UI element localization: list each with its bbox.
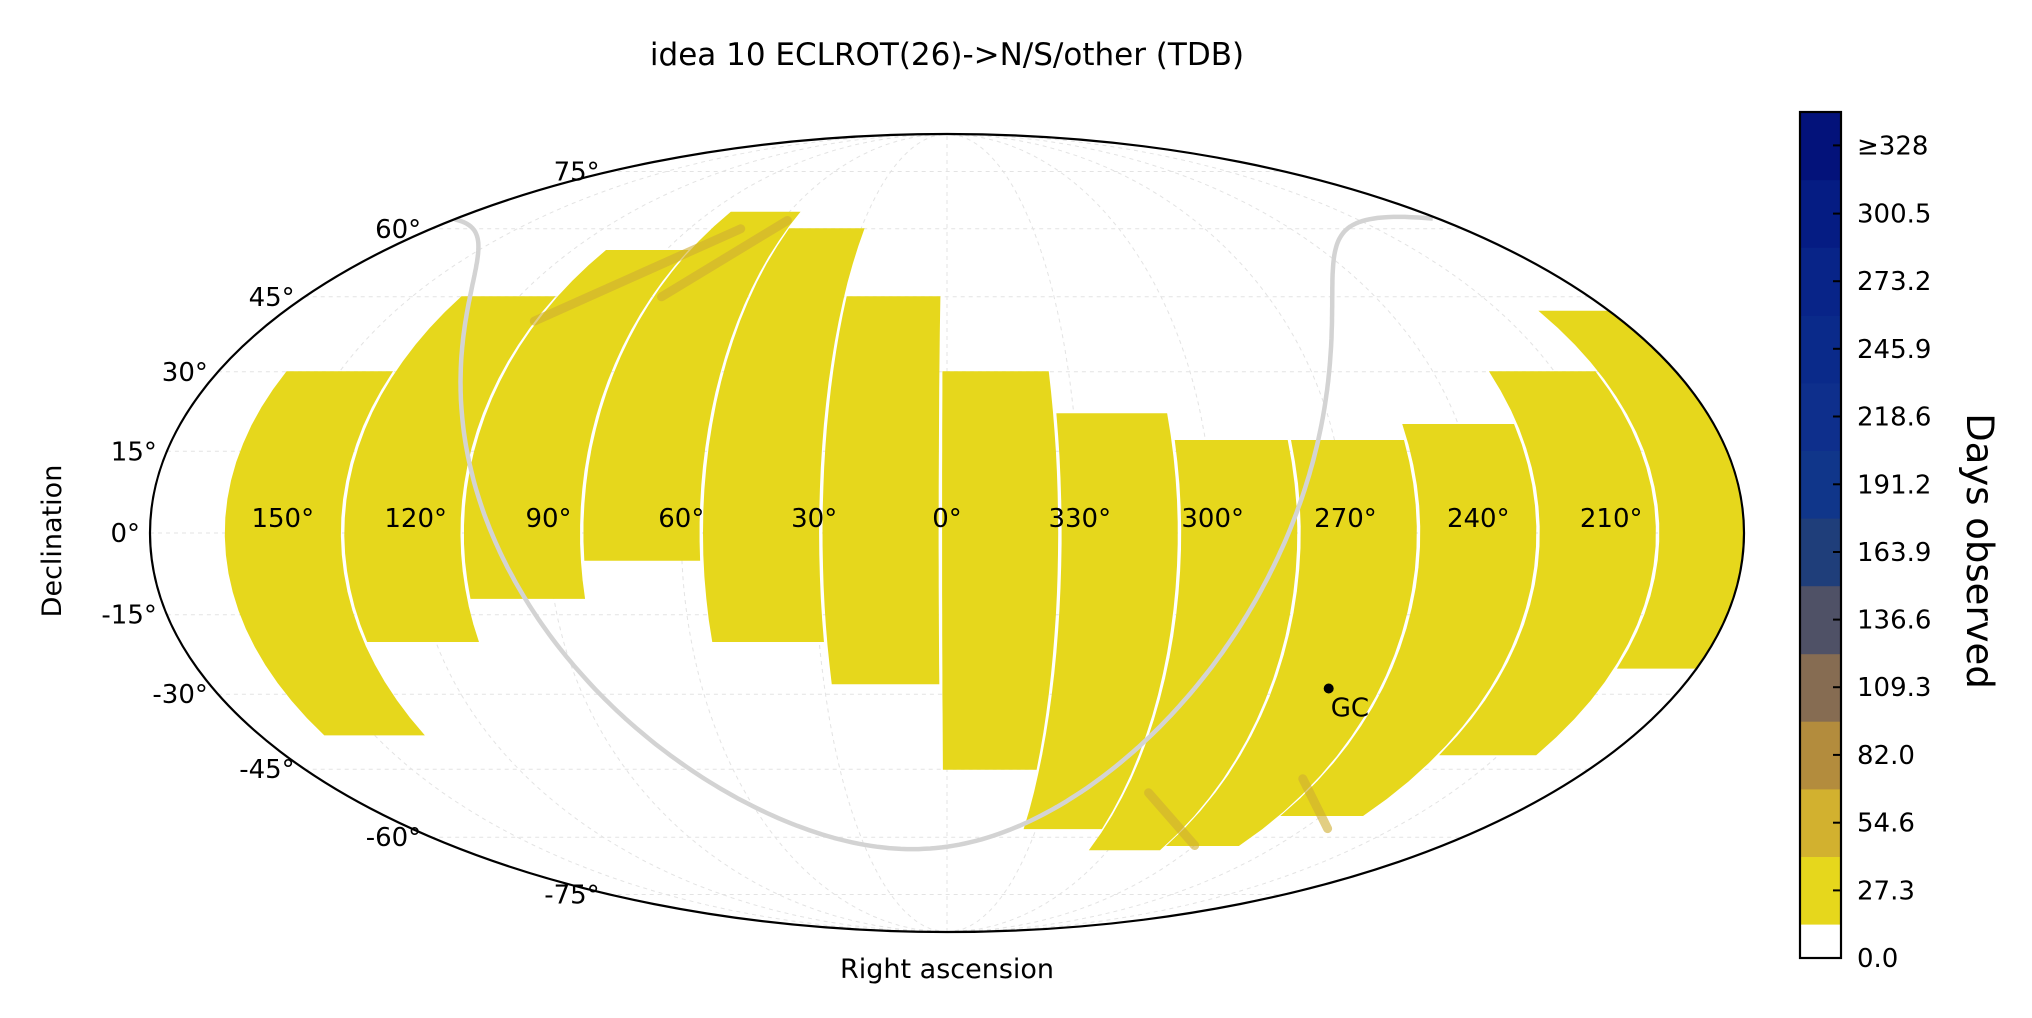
colorbar-tick-label: 0.0 xyxy=(1857,944,1898,974)
map-boundary xyxy=(148,132,1746,934)
ra-tick-label: 330° xyxy=(1048,504,1111,534)
coverage-strip xyxy=(224,371,425,736)
dec-tick-label: 30° xyxy=(162,358,208,388)
colorbar-tick-label: 54.6 xyxy=(1857,809,1915,839)
coverage-overlap-band xyxy=(529,224,746,326)
colorbar-tick-label: 136.6 xyxy=(1857,606,1931,636)
coverage-strip xyxy=(822,296,941,685)
ra-tick-label: 210° xyxy=(1580,504,1643,534)
ra-tick-label: 240° xyxy=(1447,504,1510,534)
gc-marker xyxy=(1323,683,1334,694)
colorbar-tick-label: 27.3 xyxy=(1857,876,1915,906)
colorbar-tick-label: 109.3 xyxy=(1857,673,1931,703)
ra-tick-label: 0° xyxy=(932,504,962,534)
ra-tick-label: 90° xyxy=(525,504,571,534)
dec-tick-labels: 75° 60° 45° 30° 15° 0° -15° -30° -45° -60° -75° xyxy=(101,158,599,911)
grid-line xyxy=(415,134,948,932)
coverage-strip xyxy=(942,371,1059,770)
ra-tick-label: 120° xyxy=(384,504,447,534)
dec-tick-label: 15° xyxy=(111,437,157,467)
dec-tick-label: 75° xyxy=(554,158,600,188)
colorbar-tick-label: 300.5 xyxy=(1857,200,1931,230)
coverage-regions xyxy=(224,211,1744,851)
ra-tick-label: 150° xyxy=(251,504,314,534)
coverage-strip xyxy=(1088,440,1298,851)
coverage-overlap-band xyxy=(1144,788,1200,850)
x-axis-label: Right ascension xyxy=(840,954,1054,985)
gc-label: GC xyxy=(1331,694,1369,724)
mollweide-map xyxy=(150,134,1744,932)
coverage-strip xyxy=(464,250,689,599)
coverage-overlap-band xyxy=(1298,774,1333,834)
coverage-strip xyxy=(1439,371,1656,756)
dec-tick-label: -15° xyxy=(101,601,156,631)
chart-title: idea 10 ECLROT(26)->N/S/other (TDB) xyxy=(650,37,1244,73)
colorbar-tick-label: 82.0 xyxy=(1857,741,1915,771)
grid-line xyxy=(946,134,1479,932)
dec-tick-label: -60° xyxy=(366,823,421,853)
colorbar-tick-label: 191.2 xyxy=(1857,470,1931,500)
grid-line xyxy=(282,134,948,932)
grid-line xyxy=(946,134,1081,932)
galactic-plane-line xyxy=(454,217,1197,852)
coverage-strip xyxy=(702,228,865,642)
dec-tick-label: 0° xyxy=(110,519,140,549)
colorbar-bin xyxy=(1800,924,1841,959)
galactic-plane xyxy=(454,214,1433,852)
coverage-strip xyxy=(1165,440,1417,846)
colorbar-tick-label: 273.2 xyxy=(1857,267,1931,297)
markers: GC xyxy=(1323,683,1369,724)
dec-tick-label: 60° xyxy=(375,215,421,245)
dec-tick-label: -30° xyxy=(152,680,207,710)
colorbar: 0.0 27.3 54.6 82.0 109.3 136.6 163.9 191.2 218.6… xyxy=(1798,110,1931,974)
colorbar-tick-label: 218.6 xyxy=(1857,403,1931,433)
y-axis-label: Declination xyxy=(37,465,68,618)
coverage-overlap-band xyxy=(657,216,792,302)
coverage-strip xyxy=(1280,424,1537,816)
grid-line xyxy=(946,134,1612,932)
dec-tick-label: -45° xyxy=(239,755,294,785)
ra-tick-labels: 150° 120° 90° 60° 30° 0° 330° 300° 270° 240° 210° xyxy=(251,504,1642,534)
dec-tick-label: 45° xyxy=(249,283,295,313)
ra-tick-label: 270° xyxy=(1314,504,1377,534)
colorbar-title: Days observed xyxy=(1958,413,2001,689)
colorbar-tick-label: ≥328 xyxy=(1857,131,1928,161)
colorbar-frame xyxy=(1798,110,1843,960)
ra-tick-label: 30° xyxy=(791,504,837,534)
dec-tick-label: -75° xyxy=(544,881,599,911)
colorbar-tick-label: 245.9 xyxy=(1857,335,1931,365)
colorbar-tick-label: 163.9 xyxy=(1857,538,1931,568)
coverage-strip xyxy=(1023,413,1178,830)
ra-tick-label: 300° xyxy=(1181,504,1244,534)
coverage-strip xyxy=(583,211,801,561)
ra-tick-label: 60° xyxy=(658,504,704,534)
galactic-plane-line xyxy=(1192,214,1433,691)
